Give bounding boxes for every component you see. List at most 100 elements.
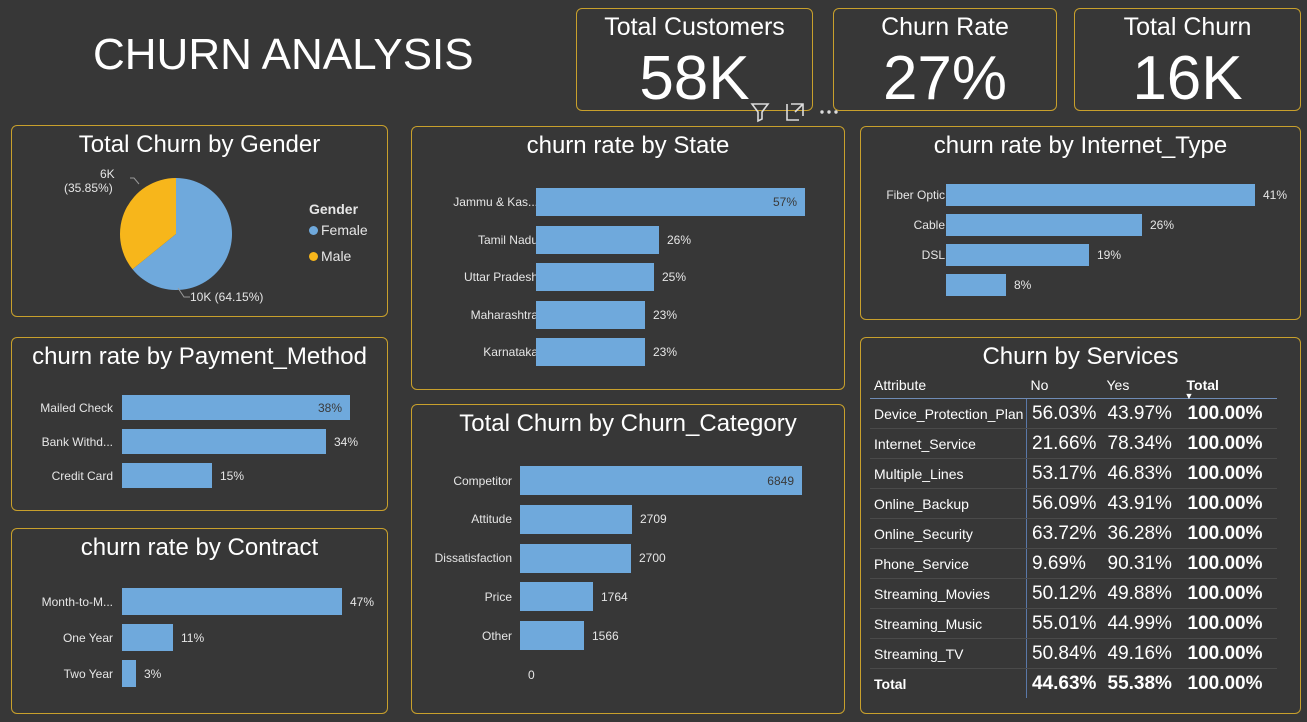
data-label: 2709 — [640, 512, 667, 527]
chart-title: churn rate by Payment_Method — [32, 343, 367, 370]
bar[interactable] — [536, 263, 654, 291]
focus-mode-icon[interactable] — [783, 100, 807, 124]
bar[interactable] — [946, 274, 1006, 296]
table-header-row: Attribute No Yes Total ▼ — [870, 372, 1277, 401]
legend-item-male[interactable]: Male — [309, 248, 351, 264]
cell-yes: 90.31% — [1102, 548, 1183, 579]
bar[interactable] — [520, 466, 802, 495]
bar[interactable] — [536, 225, 659, 254]
bar[interactable] — [520, 582, 593, 612]
column-header-yes[interactable]: Yes — [1102, 372, 1183, 399]
kpi-total-churn[interactable]: Total Churn 16K — [1074, 8, 1301, 113]
internet-type-chart-card[interactable]: churn rate by Internet_Type Fiber Optic 4… — [860, 126, 1301, 320]
sort-descending-icon: ▼ — [1184, 391, 1194, 401]
bar[interactable] — [122, 588, 342, 615]
column-header-no[interactable]: No — [1026, 372, 1103, 399]
gender-pie-chart — [120, 177, 232, 298]
bar[interactable] — [946, 244, 1089, 266]
table-row[interactable]: Multiple_Lines 53.17% 46.83% 100.00% — [870, 458, 1277, 489]
cell-no: 55.01% — [1026, 608, 1103, 639]
cell-no: 50.12% — [1026, 578, 1103, 609]
bar[interactable] — [520, 543, 631, 573]
pie-label-male-value: 6K — [100, 167, 115, 181]
category-label: Fiber Optic — [886, 188, 945, 202]
cell-total: 100.00% — [1182, 548, 1277, 579]
table-title: Churn by Services — [982, 343, 1179, 370]
table-row[interactable]: Streaming_TV 50.84% 49.16% 100.00% — [870, 638, 1277, 669]
cell-no: 9.69% — [1026, 548, 1103, 579]
data-label: 25% — [662, 270, 687, 284]
cell-attribute: Multiple_Lines — [870, 458, 1027, 489]
state-bar-chart: Jammu & Kas... 57% Tamil Nadu 26% Uttar Prad… — [412, 127, 844, 389]
filter-icon[interactable] — [748, 100, 772, 124]
data-label: 11% — [181, 630, 205, 645]
cell-total: 100.00% — [1182, 608, 1277, 639]
internet-type-bar-chart: Fiber Optic 41% Cable 26% DSL 19% 8% — [861, 127, 1300, 319]
table-row[interactable]: Streaming_Movies 50.12% 49.88% 100.00% — [870, 578, 1277, 609]
data-label: 3% — [144, 666, 162, 681]
category-label: Karnataka — [483, 345, 538, 359]
bar[interactable] — [536, 300, 645, 329]
pie-slice-female[interactable] — [132, 178, 232, 290]
payment-method-chart-card[interactable]: churn rate by Payment_Method Mailed Chec… — [11, 337, 388, 511]
gender-chart-card[interactable]: Total Churn by Gender 6K (35.85%) 10K (6… — [11, 125, 388, 317]
pie-slice-male[interactable] — [120, 178, 176, 270]
cell-total: 100.00% — [1182, 488, 1277, 519]
bar[interactable] — [536, 188, 805, 216]
data-label: 8% — [1014, 278, 1032, 292]
category-label: Cable — [913, 218, 945, 232]
bar[interactable] — [536, 338, 645, 366]
contract-bar-chart: Month-to-M... 47% One Year 11% Two Year 3% — [12, 529, 387, 713]
kpi-value: 27% — [882, 44, 1008, 113]
bar[interactable] — [122, 624, 173, 651]
kpi-total-customers[interactable]: Total Customers 58K — [576, 8, 813, 113]
bar[interactable] — [122, 429, 326, 454]
bar[interactable] — [122, 395, 350, 420]
bar[interactable] — [520, 504, 632, 534]
bar[interactable] — [520, 621, 584, 651]
table-row[interactable]: Streaming_Music 55.01% 44.99% 100.00% — [870, 608, 1277, 639]
cell-no: 56.09% — [1026, 488, 1103, 519]
cell-total: 100.00% — [1182, 638, 1277, 669]
cell-attribute: Total — [870, 668, 1027, 698]
table-row[interactable]: Device_Protection_Plan 56.03% 43.97% 100.00… — [870, 398, 1277, 429]
contract-chart-card[interactable]: churn rate by Contract Month-to-M... 47% O… — [11, 528, 388, 714]
table-row[interactable]: Internet_Service 21.66% 78.34% 100.00% — [870, 428, 1277, 459]
cell-attribute: Streaming_Movies — [870, 578, 1027, 609]
more-options-icon[interactable] — [817, 100, 841, 124]
kpi-value: 58K — [639, 44, 750, 113]
cell-yes: 36.28% — [1102, 518, 1183, 549]
table-row[interactable]: Online_Security 63.72% 36.28% 100.00% — [870, 518, 1277, 549]
cell-yes: 43.97% — [1102, 398, 1183, 429]
pie-leader-male — [130, 177, 140, 185]
category-label: Attitude — [471, 512, 512, 527]
bar[interactable] — [122, 660, 136, 687]
category-label: Credit Card — [51, 468, 113, 483]
category-label: Price — [484, 589, 512, 604]
cell-no: 63.72% — [1026, 518, 1103, 549]
column-header-total[interactable]: Total ▼ — [1182, 372, 1277, 401]
bar[interactable] — [946, 184, 1255, 206]
legend-title: Gender — [309, 201, 359, 217]
kpi-churn-rate[interactable]: Churn Rate 27% — [833, 8, 1057, 113]
legend-item-female[interactable]: Female — [309, 222, 368, 238]
table-row[interactable]: Phone_Service 9.69% 90.31% 100.00% — [870, 548, 1277, 579]
bar[interactable] — [122, 463, 212, 488]
table-row[interactable]: Online_Backup 56.09% 43.91% 100.00% — [870, 488, 1277, 519]
cell-yes: 55.38% — [1107, 672, 1172, 694]
churn-category-chart-card[interactable]: Total Churn by Churn_Category Competitor… — [411, 404, 845, 714]
cell-no: 56.03% — [1026, 398, 1103, 429]
state-chart-card[interactable]: churn rate by State Jammu & Kas... 57% Tam… — [411, 126, 845, 390]
category-label: Two Year — [63, 666, 113, 681]
data-label: 23% — [653, 345, 678, 359]
data-label: 19% — [1097, 248, 1122, 262]
dashboard-title: CHURN ANALYSIS — [93, 30, 474, 79]
cell-total: 100.00% — [1187, 672, 1263, 694]
category-label: Tamil Nadu — [477, 232, 538, 247]
kpi-value: 16K — [1132, 44, 1243, 113]
table-total-row[interactable]: Total 44.63% 55.38% 100.00% — [870, 668, 1277, 698]
category-label: Month-to-M... — [41, 594, 113, 609]
category-label: One Year — [62, 630, 113, 645]
column-header-attribute[interactable]: Attribute — [870, 372, 1027, 399]
bar[interactable] — [946, 214, 1142, 236]
